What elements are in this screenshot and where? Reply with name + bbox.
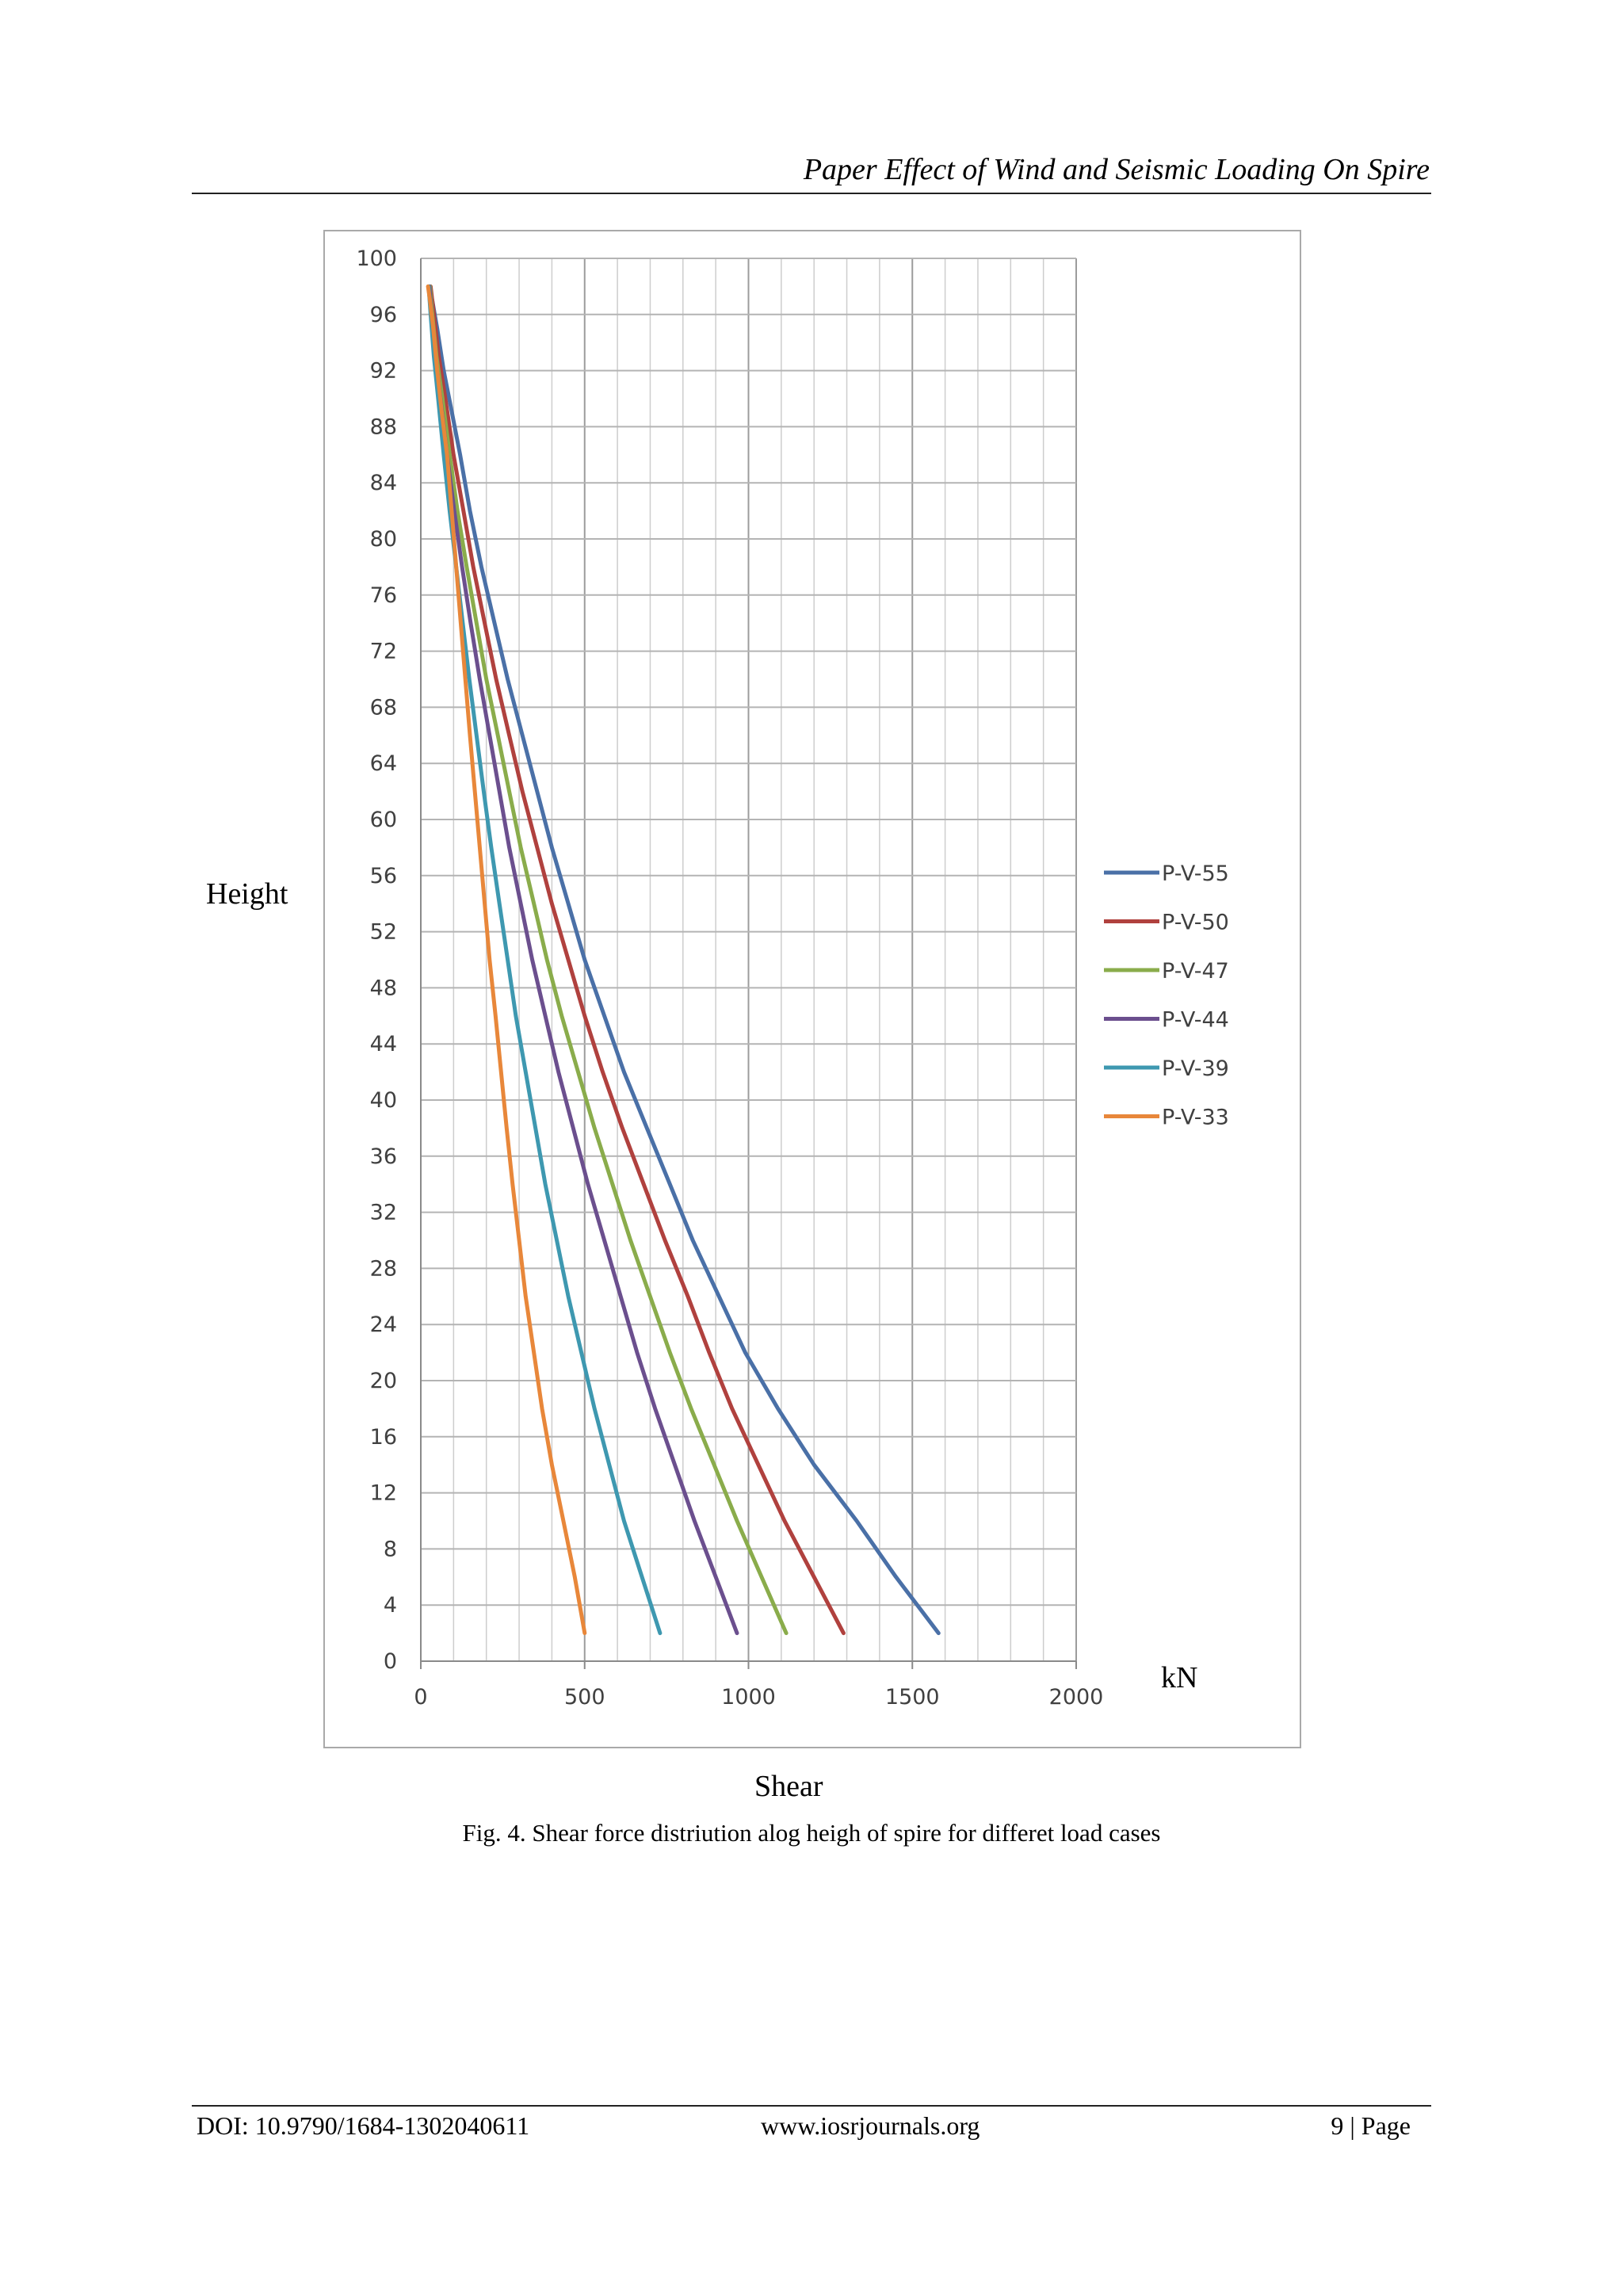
y-tick-label: 8 bbox=[384, 1537, 397, 1561]
legend-label-p-v-55: P-V-55 bbox=[1162, 861, 1229, 886]
footer-page-number: 9 | Page bbox=[1331, 2111, 1411, 2140]
y-tick-label: 64 bbox=[370, 751, 397, 776]
x-tick-label: 1000 bbox=[721, 1685, 776, 1710]
series-lines bbox=[426, 284, 941, 1636]
legend: P-V-55 P-V-50 P-V-47 P-V-44 P-V-39 P-V-33 bbox=[1104, 861, 1229, 1130]
footer-site: www.iosrjournals.org bbox=[761, 2111, 980, 2140]
y-tick-label: 36 bbox=[370, 1144, 397, 1169]
series-line-p-v-33 bbox=[426, 284, 587, 1636]
x-axis-label: Shear bbox=[754, 1770, 823, 1803]
y-tick-label: 48 bbox=[370, 976, 397, 1000]
header-title: Paper Effect of Wind and Seismic Loading… bbox=[803, 153, 1430, 186]
series-line-p-v-50 bbox=[428, 284, 846, 1636]
y-tick-label: 24 bbox=[370, 1312, 397, 1337]
unit-label: kN bbox=[1161, 1661, 1198, 1694]
y-tick-label: 96 bbox=[370, 303, 397, 327]
y-tick-label: 44 bbox=[370, 1032, 397, 1056]
legend-label-p-v-44: P-V-44 bbox=[1162, 1008, 1229, 1033]
y-tick-label: 88 bbox=[370, 415, 397, 439]
y-tick-label: 40 bbox=[370, 1088, 397, 1113]
series-line-p-v-47 bbox=[428, 284, 789, 1636]
y-tick-label: 52 bbox=[370, 920, 397, 945]
series-line-p-v-55 bbox=[426, 284, 941, 1636]
y-tick-label: 28 bbox=[370, 1256, 397, 1281]
y-tick-label: 0 bbox=[384, 1649, 397, 1674]
tick-labels: 0481216202428323640444852566064687276808… bbox=[356, 246, 1103, 1710]
y-tick-label: 100 bbox=[356, 246, 397, 271]
y-tick-label: 92 bbox=[370, 359, 397, 384]
header-rule bbox=[192, 193, 1431, 194]
figure-caption: Fig. 4. Shear force distriution alog hei… bbox=[462, 1819, 1161, 1847]
legend-label-p-v-39: P-V-39 bbox=[1162, 1056, 1229, 1081]
y-tick-label: 76 bbox=[370, 583, 397, 608]
y-tick-label: 32 bbox=[370, 1201, 397, 1225]
shear-height-chart: 0481216202428323640444852566064687276808… bbox=[356, 246, 1229, 1710]
x-tick-label: 2000 bbox=[1049, 1685, 1104, 1710]
y-tick-label: 80 bbox=[370, 527, 397, 552]
footer-rule bbox=[192, 2105, 1431, 2107]
y-tick-label: 4 bbox=[384, 1593, 397, 1618]
y-tick-label: 56 bbox=[370, 864, 397, 888]
legend-label-p-v-47: P-V-47 bbox=[1162, 959, 1229, 984]
legend-label-p-v-50: P-V-50 bbox=[1162, 911, 1229, 935]
y-axis-label: Height bbox=[206, 877, 288, 911]
series-line-p-v-39 bbox=[426, 284, 663, 1636]
y-tick-label: 60 bbox=[370, 808, 397, 832]
footer-doi: DOI: 10.9790/1684-1302040611 bbox=[197, 2111, 530, 2140]
y-tick-label: 68 bbox=[370, 695, 397, 720]
x-tick-label: 1500 bbox=[885, 1685, 940, 1710]
x-tick-label: 0 bbox=[414, 1685, 427, 1710]
grid-lines bbox=[420, 258, 1077, 1669]
y-tick-label: 84 bbox=[370, 471, 397, 495]
y-tick-label: 12 bbox=[370, 1481, 397, 1506]
x-tick-label: 500 bbox=[564, 1685, 605, 1710]
y-tick-label: 72 bbox=[370, 640, 397, 664]
y-tick-label: 16 bbox=[370, 1425, 397, 1450]
y-tick-label: 20 bbox=[370, 1369, 397, 1393]
legend-label-p-v-33: P-V-33 bbox=[1162, 1106, 1229, 1130]
